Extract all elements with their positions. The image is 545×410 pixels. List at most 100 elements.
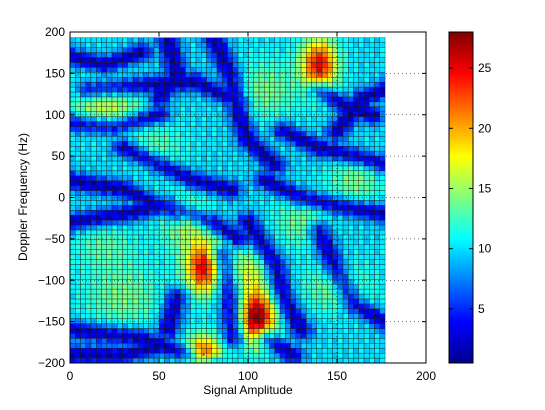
heatmap-cell (374, 195, 381, 201)
heatmap-cell (369, 264, 375, 270)
heatmap-cell (274, 205, 281, 211)
heatmap-cell (290, 141, 296, 147)
heatmap-cell (190, 190, 197, 196)
heatmap-cell (101, 175, 107, 181)
heatmap-cell (321, 210, 328, 216)
heatmap-cell (195, 47, 202, 53)
heatmap-cell (327, 264, 333, 270)
heatmap-cell (342, 170, 349, 176)
heatmap-cell (306, 165, 312, 172)
heatmap-cell (153, 185, 160, 191)
heatmap-cell (264, 96, 270, 103)
heatmap-cell (253, 214, 260, 221)
heatmap-cell (143, 308, 149, 314)
heatmap-cell (290, 62, 296, 68)
heatmap-cell (264, 244, 270, 250)
heatmap-cell (201, 259, 207, 265)
heatmap-cell (96, 47, 102, 53)
heatmap-cell (201, 111, 207, 117)
heatmap-cell (358, 121, 365, 127)
heatmap-cell (279, 357, 286, 364)
heatmap-cell (190, 244, 197, 250)
heatmap-cell (148, 259, 155, 265)
heatmap-cell (232, 150, 239, 157)
heatmap-cell (358, 170, 365, 176)
heatmap-cell (342, 318, 349, 324)
heatmap-cell (285, 298, 291, 305)
heatmap-cell (148, 126, 155, 132)
heatmap-cell (75, 67, 81, 73)
heatmap-cell (348, 180, 354, 186)
heatmap-cell (332, 298, 338, 305)
heatmap-cell (111, 121, 118, 127)
heatmap-cell (248, 313, 254, 319)
heatmap-cell (132, 106, 139, 112)
heatmap-cell (258, 274, 265, 280)
heatmap-cell (164, 145, 170, 152)
heatmap-cell (348, 293, 354, 300)
heatmap-cell (237, 101, 244, 107)
heatmap-cell (75, 190, 81, 196)
heatmap-cell (227, 298, 233, 305)
heatmap-cell (85, 338, 92, 344)
heatmap-cell (201, 254, 207, 260)
heatmap-cell (379, 249, 386, 255)
heatmap-cell (232, 298, 239, 305)
heatmap-cell (222, 239, 228, 245)
heatmap-cell (106, 195, 113, 201)
heatmap-cell (169, 352, 176, 359)
heatmap-cell (185, 269, 191, 275)
heatmap-cell (174, 141, 181, 147)
heatmap-cell (285, 210, 291, 216)
heatmap-cell (201, 91, 207, 98)
heatmap-cell (316, 72, 323, 78)
heatmap-cell (211, 264, 218, 270)
heatmap-cell (279, 328, 286, 334)
heatmap-cell (300, 52, 307, 58)
heatmap-cell (300, 81, 307, 88)
heatmap-cell (369, 343, 375, 349)
heatmap-cell (279, 126, 286, 132)
heatmap-cell (363, 67, 370, 73)
heatmap-cell (90, 333, 97, 339)
heatmap-cell (96, 170, 102, 176)
heatmap-cell (369, 333, 375, 339)
heatmap-cell (69, 67, 76, 73)
heatmap-cell (96, 96, 102, 103)
heatmap-cell (227, 249, 233, 255)
heatmap-cell (379, 37, 386, 43)
heatmap-cell (264, 72, 270, 78)
heatmap-cell (174, 323, 181, 329)
heatmap-cell (337, 96, 344, 103)
heatmap-cell (169, 185, 176, 191)
heatmap-cell (85, 259, 92, 265)
heatmap-cell (132, 313, 139, 319)
heatmap-cell (258, 210, 265, 216)
heatmap-cell (363, 150, 370, 157)
heatmap-cell (342, 298, 349, 305)
heatmap-cell (222, 343, 228, 349)
heatmap-cell (311, 126, 317, 132)
heatmap-cell (311, 239, 317, 245)
heatmap-cell (258, 288, 265, 295)
heatmap-cell (264, 214, 270, 221)
heatmap-cell (358, 288, 365, 295)
heatmap-cell (190, 308, 197, 314)
heatmap-cell (232, 111, 239, 117)
heatmap-cell (153, 190, 160, 196)
heatmap-cell (159, 72, 165, 78)
heatmap-cell (216, 86, 223, 93)
heatmap-cell (106, 111, 113, 117)
heatmap-cell (285, 190, 291, 196)
heatmap-cell (279, 136, 286, 142)
heatmap-cell (374, 175, 381, 181)
heatmap-cell (80, 126, 86, 132)
heatmap-cell (232, 67, 239, 73)
heatmap-cell (306, 348, 312, 354)
heatmap-cell (342, 190, 349, 196)
heatmap-cell (248, 126, 254, 132)
heatmap-cell (216, 165, 223, 172)
heatmap-cell (353, 269, 359, 275)
heatmap-cell (164, 136, 170, 142)
heatmap-cell (216, 116, 223, 122)
